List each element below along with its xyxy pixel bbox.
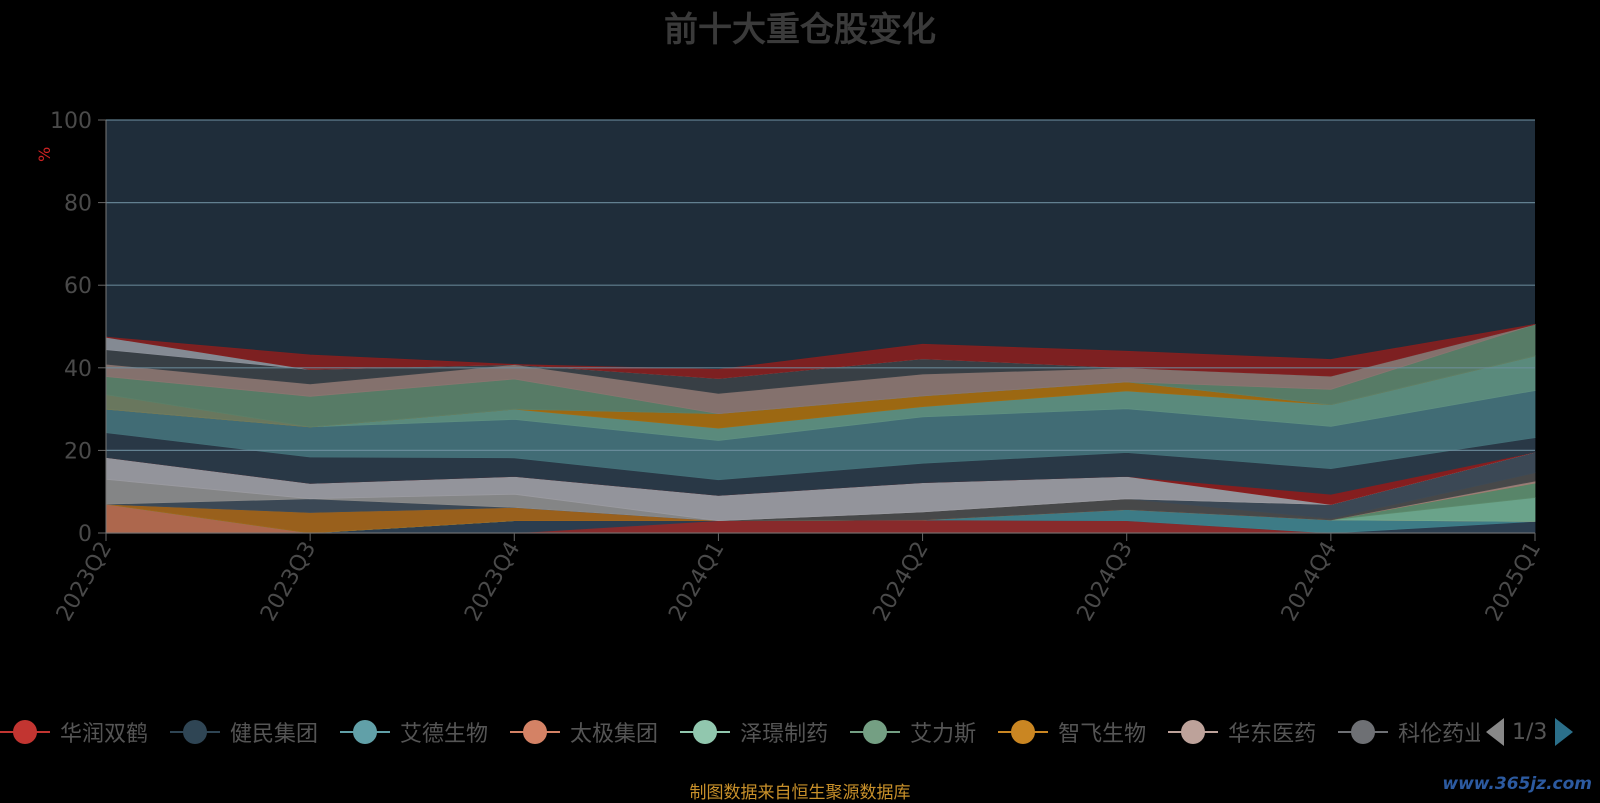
y-tick-label: 0 xyxy=(78,522,92,547)
x-tick-label: 2025Q1 xyxy=(1481,538,1546,626)
legend-label: 泽璟制药 xyxy=(740,722,829,747)
legend-marker-icon xyxy=(1168,719,1219,745)
legend-label: 华润双鹤 xyxy=(60,722,149,747)
legend-next-icon[interactable] xyxy=(1555,718,1574,746)
legend-label: 科伦药业 xyxy=(1398,722,1487,747)
area-series-22 xyxy=(105,324,1536,379)
series-areas xyxy=(105,323,1536,534)
legend-marker-icon xyxy=(998,719,1049,745)
watermark[interactable]: www.365jz.com xyxy=(1442,774,1592,794)
y-tick-label: 20 xyxy=(64,439,92,464)
legend-prev-icon[interactable] xyxy=(1486,718,1504,746)
legend-marker-icon xyxy=(850,719,901,745)
x-tick-label: 2023Q2 xyxy=(52,538,117,626)
legend-item[interactable]: 智飞生物 xyxy=(998,712,1146,752)
y-axis-label: % xyxy=(35,147,54,162)
y-tick-label: 60 xyxy=(64,274,92,299)
legend-marker-icon xyxy=(0,719,50,745)
legend-item[interactable]: 健民集团 xyxy=(170,712,318,752)
x-tick-label: 2024Q1 xyxy=(664,538,729,626)
x-tick-label: 2024Q3 xyxy=(1073,538,1138,626)
legend-item[interactable]: 太极集团 xyxy=(510,712,658,752)
legend: 华润双鹤 健民集团 艾德生物 太极集团 泽璟制药 艾力斯 智飞生物 华东医药 科伦药业 xyxy=(0,712,1490,752)
legend-marker-icon xyxy=(170,719,221,745)
legend-label: 健民集团 xyxy=(230,722,319,747)
legend-page-indicator: 1/3 xyxy=(1512,719,1548,745)
legend-pager: 1/3 xyxy=(1480,712,1600,752)
legend-item[interactable]: 艾力斯 xyxy=(850,712,976,752)
data-source-note: 制图数据来自恒生聚源数据库 xyxy=(689,783,911,803)
legend-marker-icon xyxy=(340,719,391,745)
legend-item[interactable]: 华东医药 xyxy=(1168,712,1316,752)
chart-title: 前十大重仓股变化 xyxy=(664,10,936,50)
x-tick-label: 2024Q4 xyxy=(1277,538,1342,626)
legend-label: 艾德生物 xyxy=(400,722,489,747)
legend-label: 华东医药 xyxy=(1228,722,1317,747)
legend-item[interactable]: 华润双鹤 xyxy=(0,712,148,752)
legend-item[interactable]: 科伦药业 xyxy=(1338,712,1486,752)
y-tick-label: 100 xyxy=(50,109,92,134)
legend-marker-icon xyxy=(510,719,561,745)
x-tick-label: 2024Q2 xyxy=(868,538,933,626)
y-tick-label: 80 xyxy=(64,192,92,217)
legend-marker-icon xyxy=(680,719,731,745)
legend-label: 智飞生物 xyxy=(1058,722,1147,747)
x-tick-label: 2023Q3 xyxy=(256,538,321,626)
legend-item[interactable]: 泽璟制药 xyxy=(680,712,828,752)
y-tick-label: 40 xyxy=(64,357,92,382)
legend-label: 艾力斯 xyxy=(910,722,977,747)
legend-label: 太极集团 xyxy=(570,722,659,747)
legend-item[interactable]: 艾德生物 xyxy=(340,712,488,752)
legend-marker-icon xyxy=(1338,719,1389,745)
gridlines xyxy=(106,119,1535,534)
x-tick-label: 2023Q4 xyxy=(460,538,525,626)
